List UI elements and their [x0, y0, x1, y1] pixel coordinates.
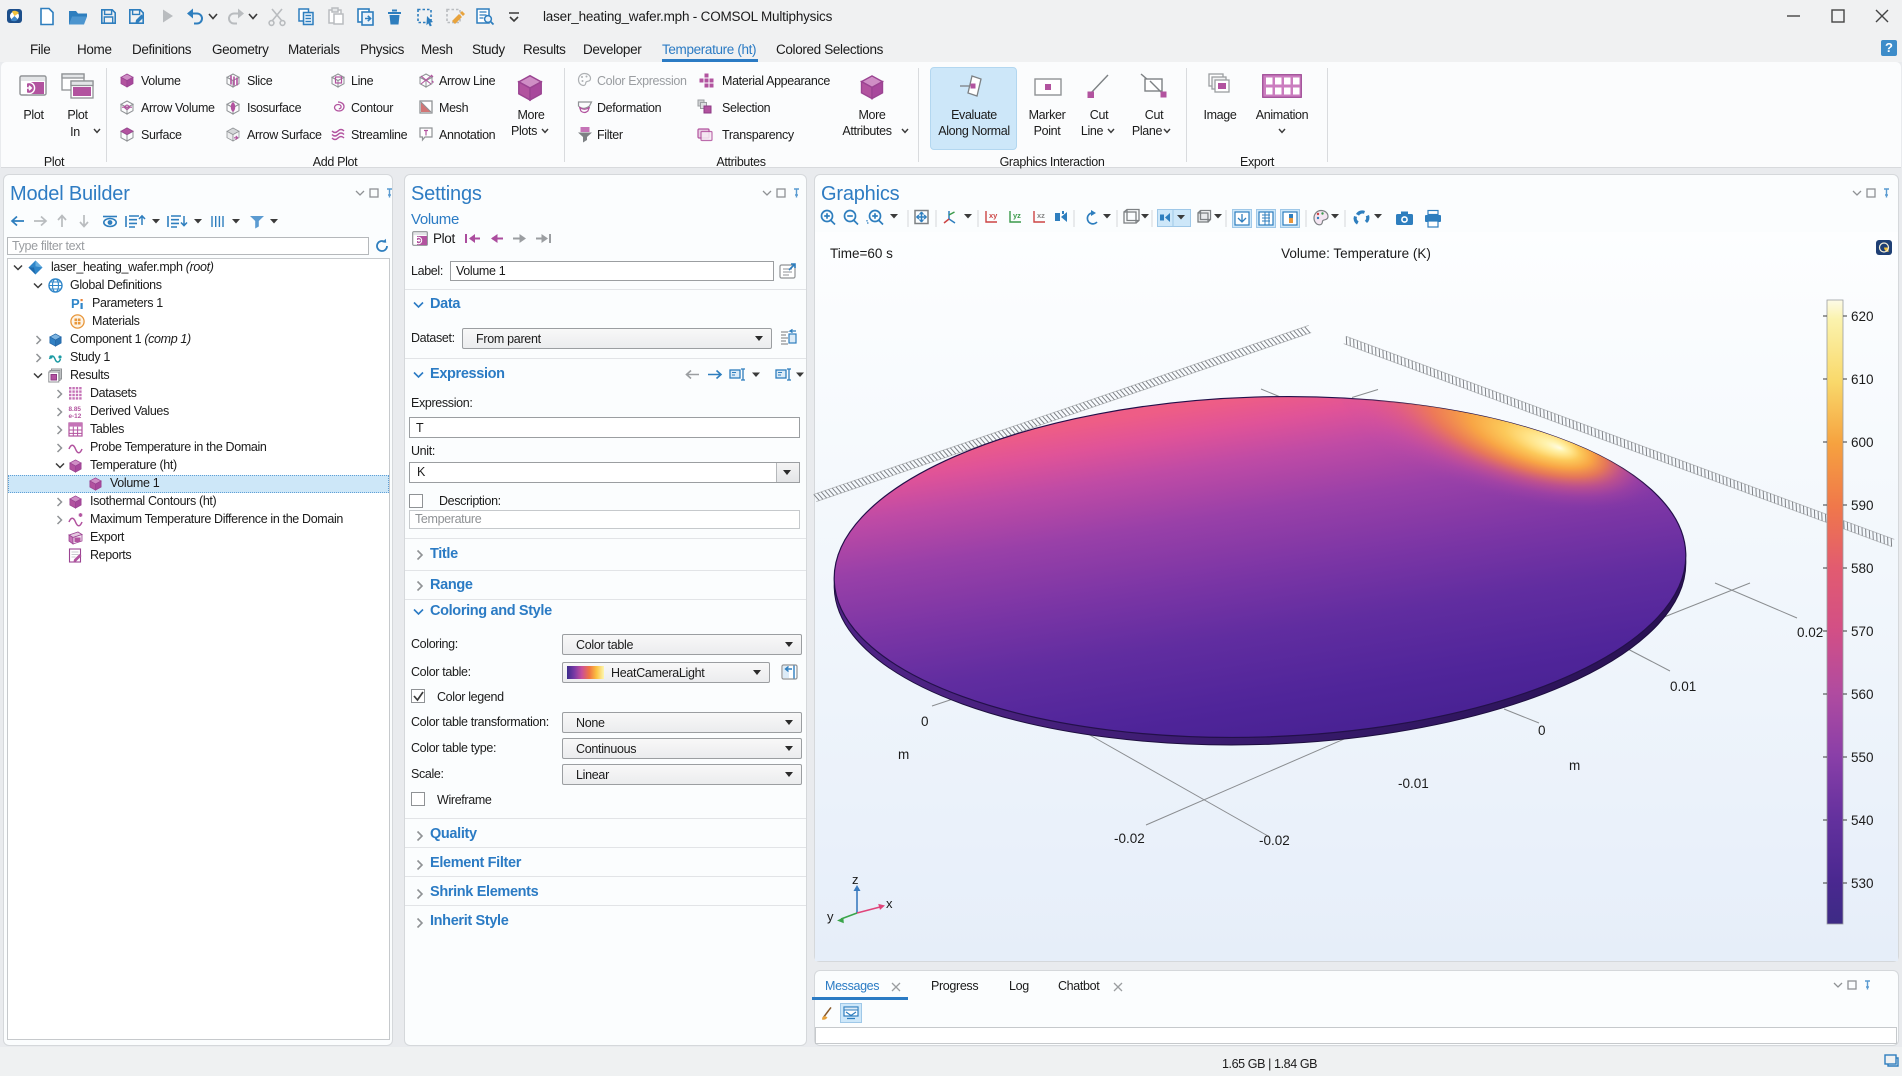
svg-text:0.02: 0.02: [1797, 625, 1823, 640]
svg-text:530: 530: [1851, 876, 1874, 891]
svg-text:Volume: Temperature (K): Volume: Temperature (K): [1281, 246, 1431, 261]
svg-text:620: 620: [1851, 309, 1874, 324]
svg-text:600: 600: [1851, 435, 1874, 450]
svg-text:610: 610: [1851, 372, 1874, 387]
svg-text:x: x: [886, 896, 893, 911]
svg-text:-0.02: -0.02: [1259, 833, 1290, 848]
svg-text:y: y: [827, 909, 834, 924]
svg-text:z: z: [852, 872, 859, 887]
svg-text:-0.02: -0.02: [1114, 831, 1145, 846]
svg-text:m: m: [1569, 758, 1580, 773]
svg-text:0: 0: [1538, 723, 1546, 738]
svg-text:580: 580: [1851, 561, 1874, 576]
svg-text:0.01: 0.01: [1670, 679, 1696, 694]
svg-text:550: 550: [1851, 750, 1874, 765]
svg-text:xz: xz: [1037, 211, 1045, 220]
svg-text:590: 590: [1851, 498, 1874, 513]
svg-text:e-12: e-12: [69, 413, 82, 420]
svg-text:xy: xy: [989, 211, 998, 220]
svg-text:8.85: 8.85: [69, 406, 82, 413]
svg-text:540: 540: [1851, 813, 1874, 828]
svg-text:0: 0: [921, 714, 929, 729]
svg-text:Time=60 s: Time=60 s: [830, 246, 893, 261]
svg-text:560: 560: [1851, 687, 1874, 702]
svg-text:P: P: [71, 296, 80, 311]
svg-text:m: m: [898, 747, 909, 762]
svg-text:-0.01: -0.01: [1398, 776, 1429, 791]
svg-text:yz: yz: [1013, 211, 1021, 220]
svg-text:570: 570: [1851, 624, 1874, 639]
